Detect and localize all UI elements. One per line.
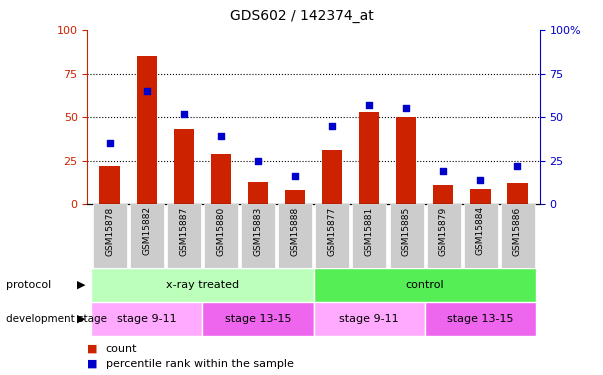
Bar [203,302,314,336]
Text: GSM15884: GSM15884 [476,206,485,255]
Text: GSM15878: GSM15878 [105,206,114,255]
Text: stage 9-11: stage 9-11 [339,314,399,324]
Bar [167,204,201,268]
Bar [93,204,127,268]
Point [327,123,337,129]
Bar [396,117,417,204]
Bar [91,268,314,302]
Text: GSM15877: GSM15877 [327,206,336,255]
Bar [353,204,387,268]
Text: control: control [405,280,444,290]
Bar [314,302,425,336]
Bar [390,204,423,268]
Text: GSM15885: GSM15885 [402,206,411,255]
Point [438,168,448,174]
Text: protocol: protocol [6,280,51,290]
Point [105,140,115,146]
Bar [248,182,268,204]
Bar [433,185,453,204]
Text: percentile rank within the sample: percentile rank within the sample [106,359,294,369]
Point [290,174,300,180]
Bar [241,204,275,268]
Text: stage 13-15: stage 13-15 [225,314,291,324]
Bar [315,204,349,268]
Text: GSM15887: GSM15887 [179,206,188,255]
Bar [314,268,536,302]
Text: GSM15882: GSM15882 [142,206,151,255]
Text: stage 13-15: stage 13-15 [447,314,514,324]
Text: ▶: ▶ [77,280,86,290]
Bar [427,204,461,268]
Text: GSM15886: GSM15886 [513,206,522,255]
Text: ■: ■ [87,344,98,354]
Bar [210,154,231,204]
Text: GSM15879: GSM15879 [439,206,448,255]
Bar [507,183,528,204]
Bar [204,204,238,268]
Text: stage 9-11: stage 9-11 [117,314,177,324]
Bar [136,56,157,204]
Bar [359,112,379,204]
Text: GSM15881: GSM15881 [365,206,374,255]
Bar [470,189,491,204]
Point [179,111,189,117]
Text: GSM15888: GSM15888 [291,206,300,255]
Point [253,158,263,164]
Point [142,88,151,94]
Text: development stage: development stage [6,314,107,324]
Bar [99,166,120,204]
Bar [130,204,164,268]
Point [513,163,522,169]
Bar [91,302,203,336]
Bar [285,190,305,204]
Point [402,105,411,111]
Text: ■: ■ [87,359,98,369]
Bar [174,129,194,204]
Point [216,134,226,140]
Bar [464,204,497,268]
Bar [500,204,535,268]
Text: GSM15883: GSM15883 [253,206,262,255]
Point [476,177,485,183]
Bar [322,150,343,204]
Text: GDS602 / 142374_at: GDS602 / 142374_at [230,9,373,23]
Bar [279,204,312,268]
Text: x-ray treated: x-ray treated [166,280,239,290]
Text: ▶: ▶ [77,314,86,324]
Point [364,102,374,108]
Text: count: count [106,344,137,354]
Text: GSM15880: GSM15880 [216,206,226,255]
Bar [425,302,536,336]
